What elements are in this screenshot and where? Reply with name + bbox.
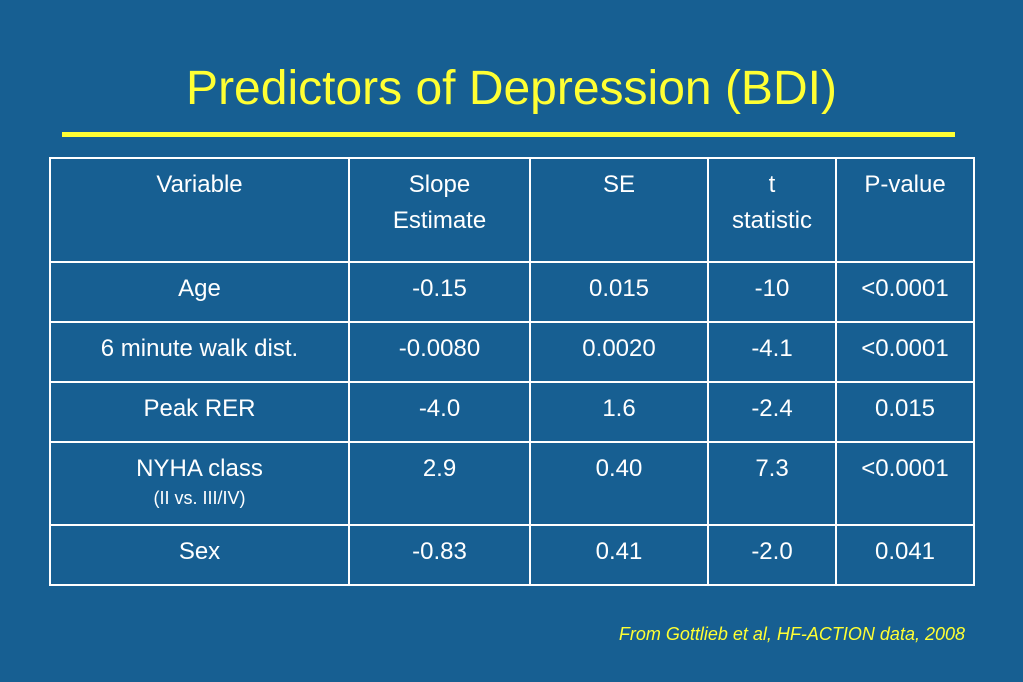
cell-p: 0.041	[835, 524, 975, 586]
cell-t: -10	[707, 261, 837, 323]
cell-p: 0.015	[835, 381, 975, 443]
table-header-row: Variable Slope Estimate SE t statistic P…	[49, 157, 975, 263]
header-slope-line1: Slope	[408, 171, 471, 198]
cell-variable: 6 minute walk dist.	[49, 321, 350, 383]
cell-variable: NYHA class (II vs. III/IV)	[49, 441, 350, 526]
cell-t: -2.0	[707, 524, 837, 586]
cell-variable: Sex	[49, 524, 350, 586]
cell-p: <0.0001	[835, 321, 975, 383]
cell-slope: -0.0080	[348, 321, 531, 383]
slide-title: Predictors of Depression (BDI)	[186, 62, 837, 115]
cell-variable-main: NYHA class	[136, 455, 263, 482]
header-slope-line2: Estimate	[392, 207, 487, 234]
cell-variable: Peak RER	[49, 381, 350, 443]
cell-slope: -4.0	[348, 381, 531, 443]
title-underline	[62, 132, 955, 137]
cell-t: -2.4	[707, 381, 837, 443]
header-slope-estimate: Slope Estimate	[348, 157, 531, 263]
cell-se: 0.0020	[529, 321, 709, 383]
header-t-line1: t	[768, 171, 776, 198]
cell-p: <0.0001	[835, 261, 975, 323]
cell-se: 0.40	[529, 441, 709, 526]
cell-p: <0.0001	[835, 441, 975, 526]
source-citation: From Gottlieb et al, HF-ACTION data, 200…	[618, 624, 965, 644]
table-row: Peak RER -4.0 1.6 -2.4 0.015	[49, 381, 975, 443]
cell-slope: -0.83	[348, 524, 531, 586]
cell-se: 0.015	[529, 261, 709, 323]
header-se: SE	[529, 157, 709, 263]
cell-slope: 2.9	[348, 441, 531, 526]
cell-t: -4.1	[707, 321, 837, 383]
header-p-value: P-value	[835, 157, 975, 263]
cell-variable-sub: (II vs. III/IV)	[153, 488, 246, 508]
table-row: Age -0.15 0.015 -10 <0.0001	[49, 261, 975, 323]
table-row: 6 minute walk dist. -0.0080 0.0020 -4.1 …	[49, 321, 975, 383]
header-t-line2: statistic	[731, 207, 812, 234]
table-row: Sex -0.83 0.41 -2.0 0.041	[49, 524, 975, 586]
predictors-table: Variable Slope Estimate SE t statistic P…	[49, 157, 975, 586]
cell-slope: -0.15	[348, 261, 531, 323]
table-row: NYHA class (II vs. III/IV) 2.9 0.40 7.3 …	[49, 441, 975, 526]
cell-se: 0.41	[529, 524, 709, 586]
cell-t: 7.3	[707, 441, 837, 526]
cell-se: 1.6	[529, 381, 709, 443]
cell-variable: Age	[49, 261, 350, 323]
header-t-statistic: t statistic	[707, 157, 837, 263]
header-variable: Variable	[49, 157, 350, 263]
